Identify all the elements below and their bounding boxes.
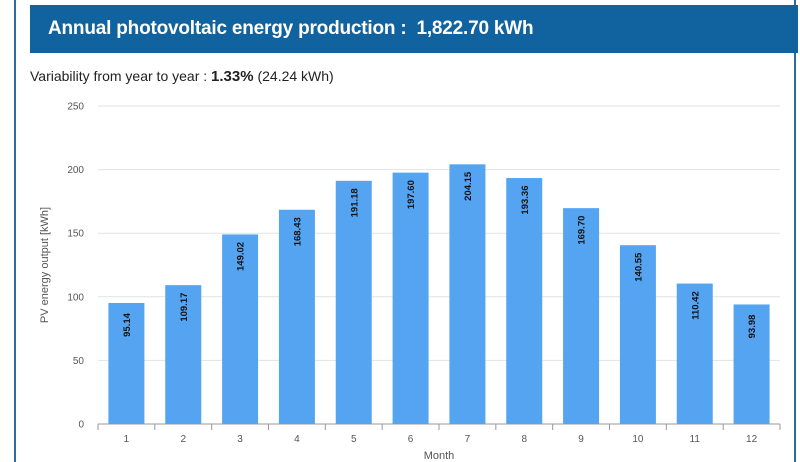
bar-value-label: 168.43 <box>292 217 303 246</box>
variability-line: Variability from year to year : 1.33% (2… <box>30 68 334 85</box>
x-tick-label: 5 <box>351 434 357 445</box>
x-tick-label: 8 <box>521 434 527 445</box>
banner-title: Annual photovoltaic energy production : <box>48 18 407 39</box>
bar-value-label: 109.17 <box>179 293 190 322</box>
bar-value-label: 204.15 <box>463 171 474 201</box>
bar-month-4 <box>278 209 315 424</box>
x-tick-label: 1 <box>124 434 130 445</box>
bar-month-6 <box>392 172 429 424</box>
y-axis-title: PV energy output [kWh] <box>39 207 51 323</box>
bar-value-label: 191.18 <box>349 188 360 217</box>
bar-month-12 <box>733 304 770 424</box>
production-banner: Annual photovoltaic energy production : … <box>30 5 798 53</box>
y-tick-label: 250 <box>67 102 84 113</box>
y-tick-label: 50 <box>73 356 85 367</box>
bar-month-5 <box>335 180 372 424</box>
x-tick-label: 6 <box>408 434 414 445</box>
bar-month-1 <box>108 302 145 424</box>
bar-value-label: 193.36 <box>520 186 531 215</box>
y-tick-label: 200 <box>67 165 84 176</box>
bar-value-label: 110.42 <box>690 291 701 320</box>
bar-month-3 <box>222 234 259 424</box>
bar-month-8 <box>506 178 543 424</box>
left-border <box>14 0 16 462</box>
bars: 95.14 109.17 149.02 168.43 191.18 197.60 204.1… <box>108 164 770 424</box>
y-tick-label: 0 <box>78 420 84 431</box>
x-tick-label: 2 <box>180 434 186 445</box>
bar-month-10 <box>619 245 656 424</box>
x-axis-title: Month <box>424 450 455 462</box>
bar-value-label: 93.98 <box>747 315 758 339</box>
variability-absolute: (24.24 kWh) <box>257 68 334 84</box>
bar-value-label: 149.02 <box>236 242 247 271</box>
variability-label: Variability from year to year : <box>30 68 208 84</box>
x-tick-label: 10 <box>632 434 644 445</box>
bar-month-11 <box>676 283 713 424</box>
right-border <box>794 0 796 462</box>
x-tick-label: 7 <box>465 434 471 445</box>
x-tick-label: 3 <box>237 434 243 445</box>
variability-percent: 1.33% <box>211 68 254 85</box>
y-tick-label: 100 <box>67 292 84 303</box>
banner-value: 1,822.70 kWh <box>416 18 534 39</box>
x-tick-label: 11 <box>690 434 701 445</box>
bar-month-2 <box>165 285 202 424</box>
bar-value-label: 95.14 <box>122 312 133 336</box>
bar-value-label: 169.70 <box>577 216 588 245</box>
y-tick-label: 150 <box>67 229 84 240</box>
bar-value-label: 140.55 <box>633 252 644 282</box>
bar-month-9 <box>563 208 600 424</box>
bar-value-label: 197.60 <box>406 180 417 209</box>
x-tick-label: 4 <box>294 434 300 445</box>
bar-month-7 <box>449 164 486 424</box>
x-tick-label: 9 <box>578 434 584 445</box>
x-tick-label: 12 <box>746 434 758 445</box>
